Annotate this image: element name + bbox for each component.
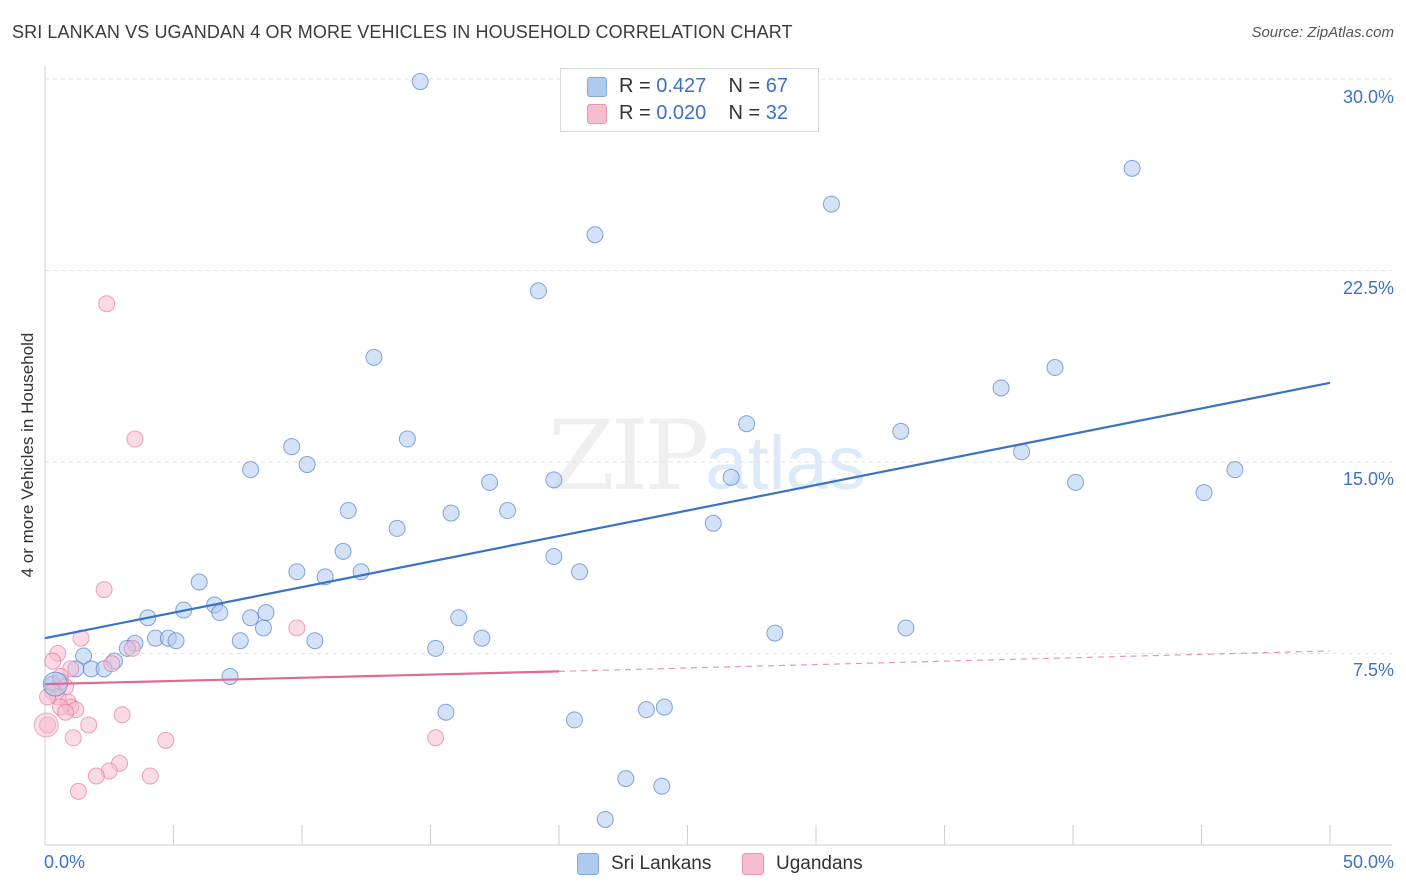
sri-lankan-point — [257, 604, 275, 622]
legend-label: Ugandans — [776, 853, 863, 874]
sri-lankan-point — [822, 195, 840, 213]
x-tick-label-min: 0.0% — [44, 852, 86, 872]
ugandan-point — [87, 767, 105, 785]
source-credit: Source: ZipAtlas.com — [1251, 24, 1394, 41]
sri-lankan-point — [655, 698, 673, 716]
n-value: 67 — [765, 74, 789, 97]
sri-lankan-point — [283, 438, 301, 456]
sri-lankan-point — [766, 624, 784, 642]
sri-lankan-point — [1195, 484, 1213, 502]
ugandan-point — [98, 295, 116, 313]
sri-lankan-trend-line — [44, 381, 1331, 640]
n-label: N = — [728, 74, 761, 97]
sri-lankan-point — [242, 461, 260, 479]
sri-lankan-point — [398, 430, 416, 448]
ugandan-point — [113, 706, 131, 724]
ugandan-point — [57, 703, 75, 721]
n-label: N = — [728, 101, 761, 124]
ugandan-point — [69, 782, 87, 800]
ugandan-point — [95, 581, 113, 599]
legend-swatch-pink — [587, 104, 607, 124]
n-value: 32 — [765, 101, 789, 124]
sri-lankan-point — [427, 639, 445, 657]
ugandan-trend-line — [44, 670, 560, 686]
sri-lankan-point — [365, 348, 383, 366]
sri-lankan-point — [1226, 461, 1244, 479]
stats-legend: R = 0.427 N = 67 R = 0.020 N = 32 — [560, 68, 819, 132]
sri-lankan-point — [437, 703, 455, 721]
sri-lankan-point — [722, 468, 740, 486]
ugandan-trend-extension — [558, 650, 1331, 672]
sri-lankan-point — [388, 519, 406, 537]
x-tick-label-max: 50.0% — [1342, 852, 1394, 872]
sri-lankan-point — [596, 810, 614, 828]
ugandan-point — [64, 729, 82, 747]
ugandan-point-large — [33, 712, 59, 738]
sri-lankan-point — [211, 604, 229, 622]
sri-lankan-point — [897, 619, 915, 637]
sri-lankan-point — [167, 632, 185, 650]
sri-lankan-point — [442, 504, 460, 522]
sri-lankan-point — [529, 282, 547, 300]
sri-lankan-point — [298, 456, 316, 474]
ugandan-point — [44, 652, 62, 670]
y-tick-label: 30.0% — [1342, 87, 1394, 107]
watermark: ZIPatlas — [548, 400, 866, 512]
sri-lankan-point — [411, 73, 429, 91]
legend-item-ugandans[interactable]: Ugandans — [742, 851, 863, 877]
legend-item-sri-lankans[interactable]: Sri Lankans — [577, 851, 711, 877]
sri-lankan-point — [254, 619, 272, 637]
sri-lankan-point — [339, 502, 357, 520]
ugandan-point — [126, 430, 144, 448]
sri-lankan-point — [242, 609, 260, 627]
chart-title: SRI LANKAN VS UGANDAN 4 OR MORE VEHICLES… — [12, 22, 793, 42]
sri-lankan-point — [306, 632, 324, 650]
sri-lankan-point — [481, 473, 499, 491]
sri-lankan-point — [473, 629, 491, 647]
sri-lankan-point — [450, 609, 468, 627]
sri-lankan-point — [1123, 159, 1141, 177]
sri-lankan-point — [231, 632, 249, 650]
ugandan-point — [80, 716, 98, 734]
ugandan-point — [123, 639, 141, 657]
sri-lankan-point — [565, 711, 583, 729]
sri-lankan-point — [653, 777, 671, 795]
ugandan-point — [427, 729, 445, 747]
legend-swatch-blue — [587, 77, 607, 97]
sri-lankan-point — [992, 379, 1010, 397]
ugandan-point — [288, 619, 306, 637]
sri-lankan-point — [637, 701, 655, 719]
r-value: 0.020 — [656, 101, 707, 124]
legend-swatch-pink — [742, 853, 764, 875]
y-tick-label: 15.0% — [1342, 469, 1394, 489]
sri-lankan-point — [545, 471, 563, 489]
sri-lankan-point — [1067, 473, 1085, 491]
r-value: 0.427 — [656, 74, 707, 97]
r-label: R = — [619, 74, 651, 97]
sri-lankan-point — [499, 502, 517, 520]
sri-lankan-point — [288, 563, 306, 581]
ugandan-point — [157, 731, 175, 749]
sri-lankan-point — [892, 422, 910, 440]
sri-lankan-point — [617, 770, 635, 788]
sri-lankan-point — [738, 415, 756, 433]
ugandan-point — [103, 655, 121, 673]
y-tick-label: 7.5% — [1352, 660, 1394, 680]
y-tick-label: 22.5% — [1342, 278, 1394, 298]
sri-lankan-point — [704, 514, 722, 532]
legend-label: Sri Lankans — [611, 853, 712, 874]
sri-lankan-point — [75, 647, 93, 665]
r-label: R = — [619, 101, 651, 124]
sri-lankan-point — [545, 547, 563, 565]
sri-lankan-point — [1046, 359, 1064, 377]
sri-lankan-point — [571, 563, 589, 581]
ugandan-point — [141, 767, 159, 785]
legend-swatch-blue — [577, 853, 599, 875]
sri-lankan-point — [190, 573, 208, 591]
sri-lankan-point — [586, 226, 604, 244]
sri-lankan-point — [334, 542, 352, 560]
sri-lankan-point — [221, 667, 239, 685]
